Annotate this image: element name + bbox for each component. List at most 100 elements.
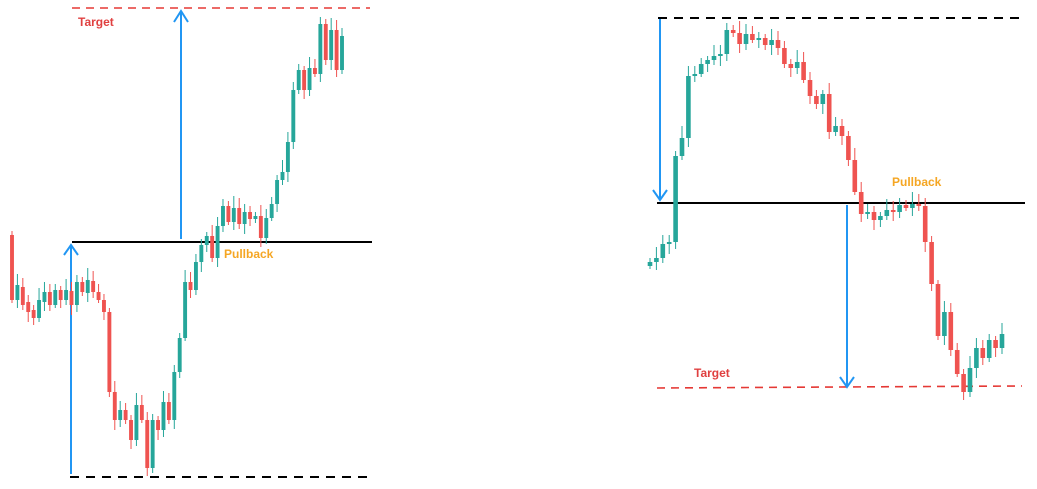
right-candle-body [718,54,723,56]
right-candle-body [679,138,685,156]
right-candle-body [993,340,998,348]
left-candle-body [118,410,123,420]
left-candle-body [188,282,193,290]
right-candle-body [967,368,973,392]
right-candle-body [929,242,934,284]
right-candle-body [878,216,883,220]
right-candle-body [724,30,730,54]
right-candle-body [698,64,704,74]
left-candle-body [296,70,301,90]
right-candle-body [916,204,922,206]
right-candle-body [852,160,858,192]
left-pullback-label: Pullback [224,247,274,261]
left-candle-body [15,285,20,300]
right-candle-body [903,205,909,208]
left-candle-body [313,68,317,74]
right-candle-body [782,48,787,64]
left-candle-body [258,216,263,238]
left-candle-body [226,206,231,222]
left-candle-body [10,235,14,300]
right-candle-body [942,312,947,336]
right-candle-body [974,348,979,368]
left-candle-body [323,24,328,60]
left-candle-body [307,68,312,90]
left-candle-body [47,292,52,305]
left-candle-body [129,420,133,440]
left-measured-move-arrow-1 [63,243,79,474]
left-candle-body [85,280,90,293]
right-candle-body [750,34,755,40]
right-candle-body [897,205,902,212]
right-candle-body [686,76,691,138]
right-measured-move-arrow-2 [839,205,855,389]
left-candle-body [96,292,101,300]
left-target-label: Target [78,15,114,29]
left-candle-body [172,372,177,420]
left-candle-body [204,236,209,245]
right-target-label: Target [694,366,730,380]
left-candle-body [53,290,58,305]
left-candle-body [91,281,96,292]
left-candle-body [285,142,290,172]
left-candle-body [215,226,220,258]
left-candle-body [123,410,128,420]
right-candle-body [910,204,915,208]
right-candle-body [737,33,742,44]
left-candle-body [26,302,31,312]
right-pullback-label: Pullback [892,175,942,189]
left-candle-body [107,312,112,392]
left-candle-body [231,208,236,222]
right-candle-body [807,80,813,96]
right-candle-body [705,60,710,64]
left-candle-body [302,70,307,90]
right-candle-body [948,312,954,350]
left-candle-body [183,282,188,338]
left-candle-body [334,30,339,70]
right-candle-body [692,74,698,76]
left-candle-body [177,338,182,372]
left-candle-body [221,206,225,226]
left-candle-body [20,287,25,305]
left-candle-body [291,90,296,142]
left-candle-body [58,290,63,300]
right-candle-body [858,192,864,214]
right-candle-body [673,156,678,242]
right-candle-body [743,34,749,44]
left-candle-body [269,204,274,218]
left-candle-body [80,282,85,292]
left-measured-move-arrow-2 [173,9,189,239]
left-candle-body [275,180,280,204]
right-candle-body [846,136,851,160]
left-candle-body [74,282,79,305]
right-candle-body [820,94,826,104]
right-candle-body [890,210,896,212]
right-candle-body [814,96,819,104]
right-candle-body [647,262,653,266]
left-candle-body [102,300,106,312]
right-candle-body [826,94,832,132]
right-candle-body [986,340,992,358]
right-candle-body [954,350,960,374]
right-candle-body [756,38,762,40]
left-candle-body [193,262,198,290]
right-candle-body [999,334,1005,348]
right-candle-body [871,212,877,220]
left-candle-body [199,245,204,262]
right-candle-body [865,212,870,214]
right-candle-body [980,348,986,358]
right-candle-body [775,40,781,48]
left-candle-body [210,236,215,258]
right-candle-body [769,40,774,45]
right-measured-move-arrow-1 [652,19,668,202]
right-candle-body [660,244,666,258]
right-candle-body [935,284,941,336]
left-candle-body [242,212,247,224]
right-candle-body [794,62,800,68]
left-candle-body [166,402,171,420]
right-candle-body [654,258,659,262]
left-candle-body [139,405,144,420]
left-candle-body [31,310,36,318]
left-candle-body [248,212,252,219]
right-candle-body [922,206,928,242]
